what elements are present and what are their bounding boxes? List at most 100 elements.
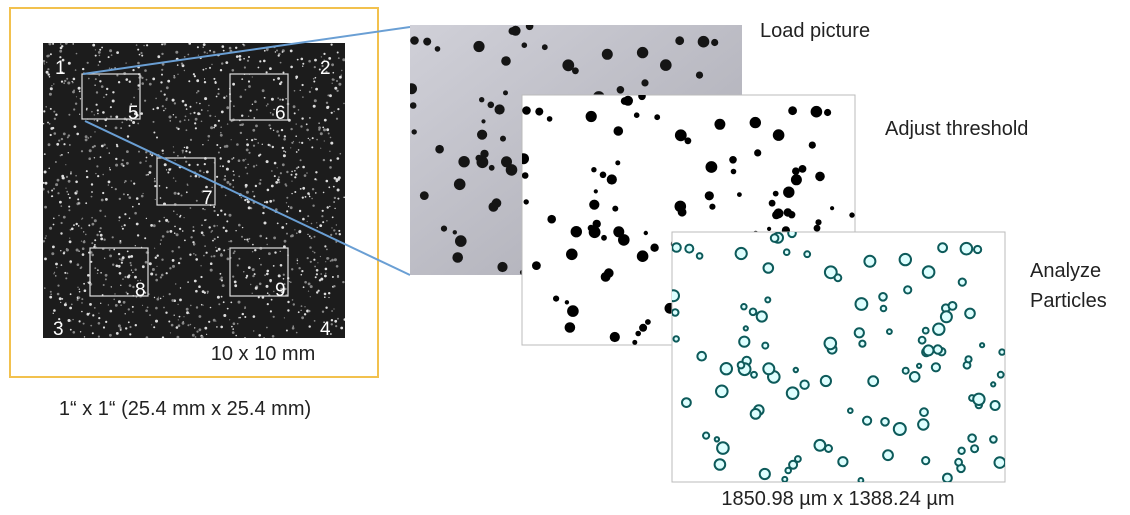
- dot: [220, 210, 222, 212]
- dot: [674, 336, 679, 341]
- dot: [155, 98, 157, 100]
- dot: [309, 117, 311, 119]
- dot: [270, 310, 272, 312]
- dot: [334, 87, 337, 90]
- dot: [201, 304, 203, 306]
- dot: [79, 91, 81, 93]
- dot: [203, 305, 204, 306]
- dot: [286, 202, 287, 203]
- dot: [216, 326, 218, 328]
- dot: [94, 219, 97, 222]
- dot: [101, 47, 103, 49]
- dot: [285, 98, 286, 99]
- dot: [313, 78, 315, 80]
- dot: [340, 153, 342, 155]
- dot: [119, 198, 121, 200]
- dot: [151, 154, 153, 156]
- dot: [298, 311, 300, 313]
- dot: [190, 236, 192, 238]
- dot: [206, 252, 208, 254]
- dot: [314, 266, 316, 268]
- dot: [162, 235, 165, 238]
- dot: [329, 94, 332, 97]
- dot: [77, 287, 78, 288]
- dot: [739, 337, 749, 347]
- dot: [304, 174, 307, 177]
- dot: [290, 66, 293, 69]
- dot: [958, 448, 964, 454]
- dot: [273, 237, 276, 240]
- dot: [190, 106, 192, 108]
- dot: [309, 139, 310, 140]
- dot: [169, 293, 171, 295]
- dot: [111, 286, 112, 287]
- dot: [685, 245, 693, 253]
- dot: [44, 206, 47, 209]
- dot: [333, 72, 335, 74]
- dot: [92, 332, 94, 334]
- dot: [233, 171, 235, 173]
- dot: [615, 160, 620, 165]
- dot: [68, 194, 70, 196]
- dot: [70, 293, 72, 295]
- dot: [336, 90, 338, 92]
- dot: [226, 220, 228, 222]
- dot: [126, 292, 127, 293]
- dot: [61, 222, 63, 224]
- dot: [51, 195, 53, 197]
- dot: [317, 262, 318, 263]
- dot: [298, 166, 300, 168]
- dot: [282, 51, 284, 53]
- dot: [258, 155, 260, 157]
- dot: [338, 230, 340, 232]
- dot: [195, 175, 198, 178]
- dot: [258, 142, 259, 143]
- dot: [160, 243, 161, 244]
- dot: [172, 259, 175, 262]
- dot: [284, 135, 286, 137]
- dot: [76, 53, 78, 55]
- dot: [184, 217, 185, 218]
- dot: [750, 309, 757, 316]
- dot: [132, 311, 133, 312]
- dot: [59, 297, 62, 300]
- dot: [105, 274, 108, 277]
- dot: [217, 214, 219, 216]
- dot: [103, 284, 105, 286]
- dot: [98, 313, 99, 314]
- dot: [204, 78, 205, 79]
- dot: [328, 133, 330, 135]
- dot: [160, 276, 162, 278]
- dot: [266, 285, 269, 288]
- dot: [326, 102, 328, 104]
- dot: [501, 156, 512, 167]
- dot: [109, 68, 110, 69]
- dot: [754, 149, 761, 156]
- dot: [73, 78, 76, 81]
- dot: [918, 419, 928, 429]
- dot: [272, 335, 275, 338]
- dot: [274, 162, 277, 165]
- dot: [61, 264, 63, 266]
- dot: [503, 90, 508, 95]
- dot: [132, 272, 133, 273]
- dot: [181, 195, 183, 197]
- dot: [139, 162, 141, 164]
- dot: [201, 225, 202, 226]
- dot: [326, 180, 329, 183]
- dot: [920, 408, 928, 416]
- dot: [315, 192, 317, 194]
- dot: [332, 216, 334, 218]
- dot: [152, 78, 155, 81]
- dot: [79, 114, 80, 115]
- dot: [804, 251, 810, 257]
- dot: [290, 50, 293, 53]
- dot: [90, 325, 92, 327]
- dot: [149, 165, 152, 168]
- dot: [286, 223, 288, 225]
- dot: [314, 59, 317, 62]
- dot: [60, 155, 62, 157]
- dot: [176, 214, 177, 215]
- region-label: 5: [128, 103, 139, 124]
- dot: [495, 104, 505, 114]
